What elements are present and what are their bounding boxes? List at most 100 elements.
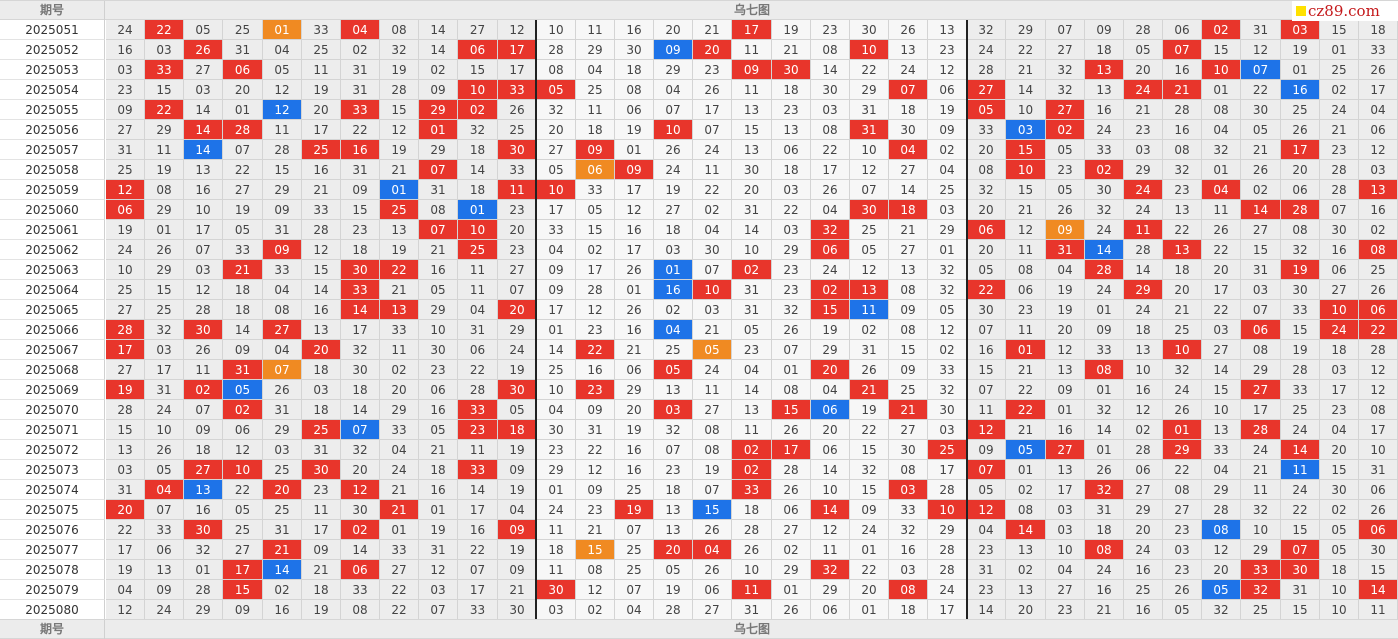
number-cell: 29 [928,220,967,240]
number-cell: 24 [145,400,184,420]
table-row: 2025054 23 15 03 20 12 19 31 28 09 10 33 05 25 08 04 26 1… [0,80,1398,100]
number-cell: 19 [302,80,341,100]
number-cell: 19 [654,580,693,600]
number-cell: 15 [850,440,889,460]
number-cell: 26 [772,600,811,620]
highlighted-number-cell: 25 [302,140,341,160]
number-cell: 24 [1085,280,1124,300]
highlighted-number-cell: 07 [419,220,458,240]
highlighted-number-cell: 10 [928,500,967,520]
number-cell: 16 [263,600,302,620]
number-cell: 24 [1124,200,1163,220]
number-cell: 11 [184,360,223,380]
highlighted-number-cell: 21 [263,540,302,560]
number-cell: 25 [576,80,615,100]
number-cell: 19 [811,320,850,340]
number-cell: 12 [615,200,654,220]
number-cell: 31 [1281,580,1320,600]
highlighted-number-cell: 07 [419,160,458,180]
number-cell: 03 [1046,520,1085,540]
highlighted-number-cell: 30 [302,460,341,480]
number-cell: 04 [693,220,732,240]
number-cell: 14 [1006,80,1046,100]
number-cell: 12 [850,160,889,180]
number-cell: 15 [1281,600,1320,620]
number-cell: 06 [615,360,654,380]
number-cell: 12 [1046,340,1085,360]
number-cell: 32 [928,380,967,400]
highlighted-number-cell: 10 [1202,60,1241,80]
number-cell: 25 [1320,60,1359,80]
number-cell: 10 [1241,520,1281,540]
number-cell: 04 [811,380,850,400]
issue-number: 2025079 [0,580,105,600]
number-cell: 09 [889,360,928,380]
number-cell: 23 [772,260,811,280]
issue-number: 2025061 [0,220,105,240]
number-cell: 24 [1085,220,1124,240]
number-cell: 04 [106,580,145,600]
number-cell: 12 [223,440,263,460]
highlighted-number-cell: 33 [145,60,184,80]
number-cell: 09 [576,480,615,500]
highlighted-number-cell: 20 [693,40,732,60]
highlighted-number-cell: 22 [576,340,615,360]
highlighted-number-cell: 14 [1085,240,1124,260]
number-cell: 10 [1320,580,1359,600]
number-cell: 02 [341,40,380,60]
number-cell: 32 [1202,140,1241,160]
number-cell: 13 [654,500,693,520]
number-cell: 04 [498,500,537,520]
number-cell: 16 [458,520,498,540]
number-cell: 19 [106,220,145,240]
highlighted-number-cell: 17 [732,20,772,40]
number-cell: 33 [263,260,302,280]
number-cell: 12 [419,560,458,580]
number-cell: 31 [419,180,458,200]
number-cell: 14 [732,380,772,400]
number-cell: 05 [223,500,263,520]
number-cell: 32 [184,540,223,560]
highlighted-number-cell: 01 [263,20,302,40]
issue-number: 2025054 [0,80,105,100]
number-cell: 19 [1281,340,1320,360]
number-cell: 28 [263,140,302,160]
highlighted-number-cell: 28 [1241,420,1281,440]
highlighted-number-cell: 25 [302,420,341,440]
number-cell: 19 [693,460,732,480]
table-row: 2025078 19 13 01 17 14 21 06 27 12 07 09 11 08 25 05 26 1… [0,560,1398,580]
highlighted-number-cell: 24 [1124,180,1163,200]
highlighted-number-cell: 06 [967,220,1006,240]
highlighted-number-cell: 21 [850,380,889,400]
number-cell: 29 [1241,540,1281,560]
highlighted-number-cell: 30 [498,380,537,400]
number-cell: 24 [850,520,889,540]
number-cell: 30 [732,160,772,180]
number-cell: 10 [732,560,772,580]
site-logo[interactable]: cz89.com [1292,1,1398,21]
highlighted-number-cell: 06 [341,560,380,580]
highlighted-number-cell: 17 [106,340,145,360]
number-cell: 01 [772,580,811,600]
number-cell: 21 [302,180,341,200]
number-cell: 29 [654,60,693,80]
number-cell: 24 [928,580,967,600]
number-cell: 12 [850,260,889,280]
number-cell: 22 [850,560,889,580]
table-row: 2025068 27 17 11 31 07 18 30 02 23 22 19 25 16 06 05 24 0… [0,360,1398,380]
number-cell: 02 [1320,80,1359,100]
number-cell: 09 [223,600,263,620]
issue-number: 2025067 [0,340,105,360]
highlighted-number-cell: 15 [811,300,850,320]
number-cell: 03 [772,180,811,200]
number-cell: 09 [498,560,537,580]
number-cell: 26 [1163,400,1202,420]
number-cell: 17 [1241,400,1281,420]
number-cell: 06 [1163,20,1202,40]
number-cell: 21 [693,20,732,40]
highlighted-number-cell: 22 [380,260,419,280]
number-cell: 11 [576,20,615,40]
number-cell: 09 [498,460,537,480]
highlighted-number-cell: 22 [145,100,184,120]
number-cell: 26 [1359,280,1398,300]
